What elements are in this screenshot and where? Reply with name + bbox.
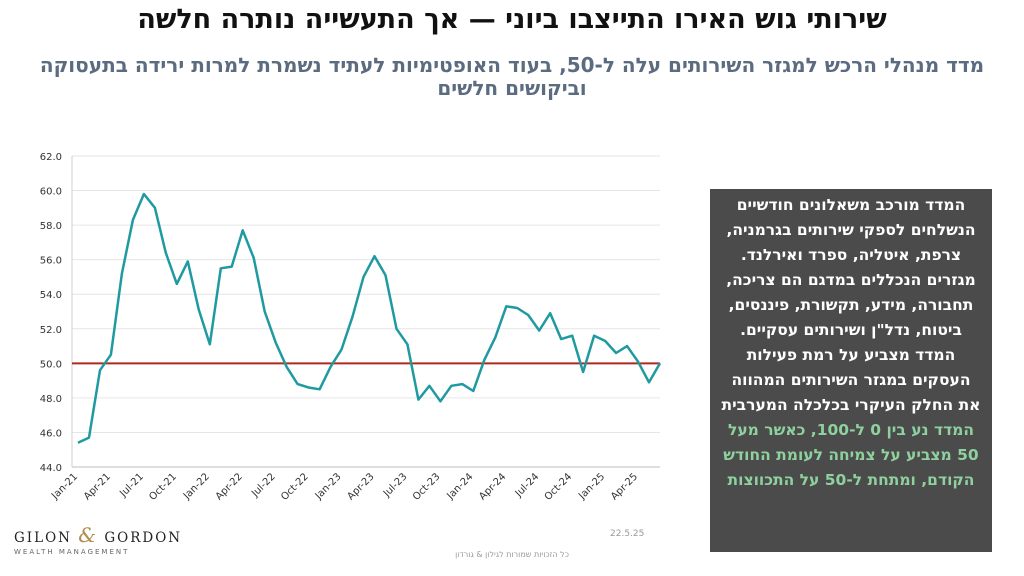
chart-subtitle: מדד מנהלי הרכש למגזר השירותים עלה ל-50, … (39, 53, 985, 100)
x-tick-label: Apr-22 (214, 471, 245, 502)
x-tick-label: Oct-23 (411, 471, 443, 503)
y-tick-label: 56.0 (40, 256, 62, 267)
x-tick-label: Jan-21 (49, 471, 80, 502)
y-tick-label: 46.0 (40, 428, 62, 439)
x-tick-label: Apr-21 (82, 471, 113, 502)
x-tick-label: Jan-23 (313, 471, 344, 502)
series-line (77, 192, 662, 444)
date-stamp: 22.5.25 (610, 529, 645, 539)
chart-grid (71, 155, 660, 468)
y-axis-ticks: 44.0 46.0 48.0 50.0 52.0 54.0 56.0 58.0 60.0 62.0 (40, 152, 62, 474)
series-group (72, 192, 662, 444)
y-tick-label: 48.0 (40, 394, 62, 405)
y-tick-label: 54.0 (40, 290, 62, 301)
x-axis-ticks: Jan-21 Apr-21 Jul-21 Oct-21 Jan-22 Apr-22 Jul-… (49, 471, 640, 503)
x-tick-label: Apr-25 (609, 471, 640, 502)
y-tick-label: 44.0 (40, 463, 62, 474)
logo-brand-right: GORDON (104, 530, 183, 546)
x-tick-label: Oct-24 (543, 471, 575, 503)
x-tick-label: Jul-24 (513, 471, 542, 500)
copyright-footer: כל הזכויות שמורות לגילון & גורדון (455, 550, 569, 559)
x-tick-label: Jan-24 (445, 471, 476, 502)
line-chart: 44.0 46.0 48.0 50.0 52.0 54.0 56.0 58.0 60.0 62.0… (40, 152, 662, 503)
y-tick-label: 58.0 (40, 221, 62, 232)
chart-title: שירותי גוש האירו התייצבו ביוני — אך התעש… (137, 4, 887, 35)
y-tick-label: 60.0 (40, 187, 62, 198)
logo-ampersand: & (78, 523, 99, 547)
x-tick-label: Apr-24 (477, 471, 508, 502)
info-text: המדד מורכב משאלונים חודשיים הנשלחים לספק… (721, 196, 981, 414)
logo-subtitle: WEALTH MANAGEMENT (14, 548, 130, 556)
x-tick-label: Apr-23 (345, 471, 376, 502)
x-tick-label: Jul-21 (117, 471, 146, 500)
logo-brand-left: GILON (14, 530, 72, 546)
info-box: המדד מורכב משאלונים חודשיים הנשלחים לספק… (710, 189, 992, 552)
x-tick-label: Oct-21 (147, 471, 179, 503)
x-tick-label: Jul-22 (249, 471, 278, 500)
x-tick-label: Jan-22 (181, 471, 212, 502)
company-logo: GILON & GORDON WEALTH MANAGEMENT (14, 523, 180, 563)
x-tick-label: Oct-22 (279, 471, 311, 503)
info-text-highlight: המדד נע בין 0 ל-100, כאשר מעל 50 מצביע ע… (723, 421, 979, 489)
x-tick-label: Jan-25 (576, 471, 607, 502)
y-tick-label: 62.0 (40, 152, 62, 163)
x-tick-label: Jul-23 (381, 471, 410, 500)
y-tick-label: 50.0 (40, 359, 62, 370)
y-tick-label: 52.0 (40, 325, 62, 336)
